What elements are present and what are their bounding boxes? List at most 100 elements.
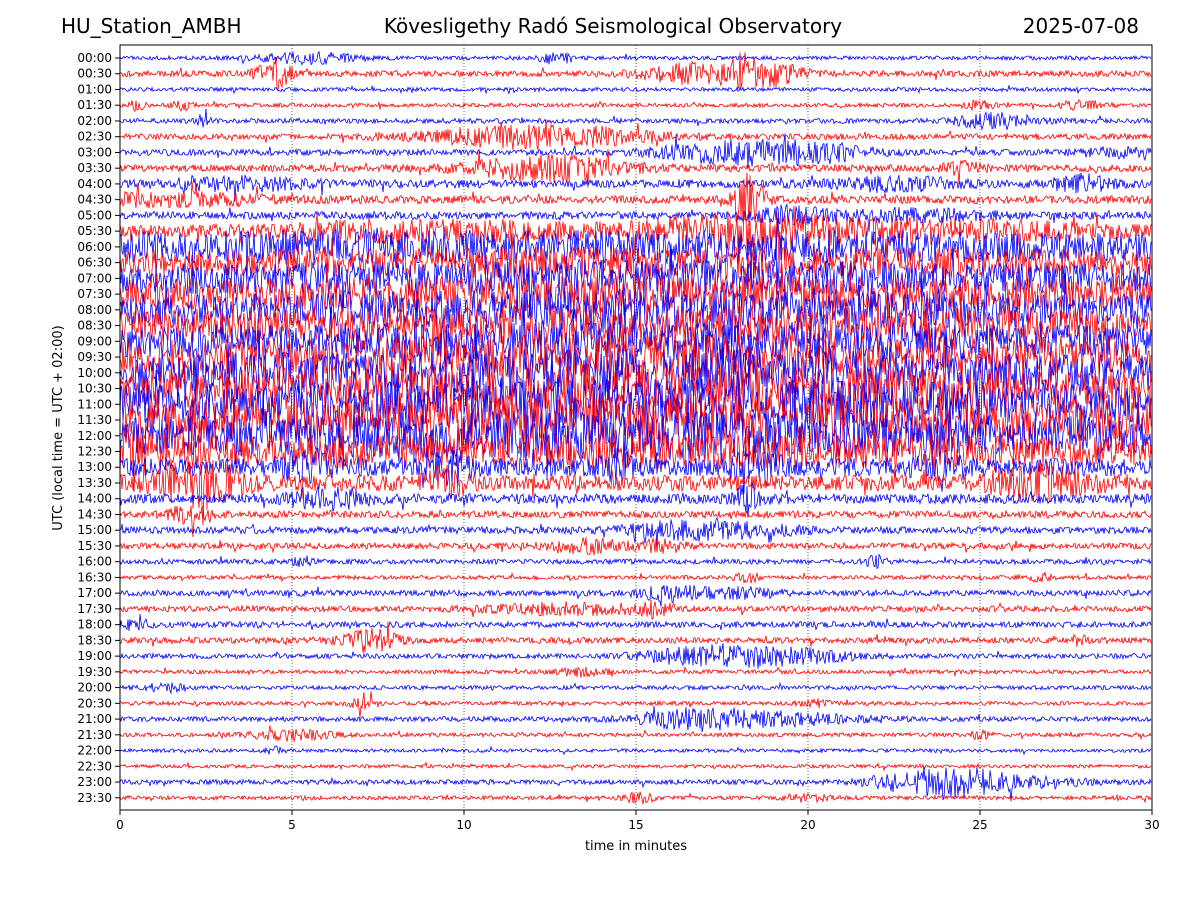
y-tick-label: 19:00 <box>77 649 112 663</box>
y-tick-label: 06:00 <box>77 240 112 254</box>
seismic-trace <box>120 766 1152 802</box>
y-tick-label: 05:00 <box>77 208 112 222</box>
seismic-trace <box>120 149 1152 188</box>
y-tick-label: 00:00 <box>77 51 112 65</box>
seismic-trace <box>120 571 1152 584</box>
seismic-trace <box>120 691 1152 718</box>
seismic-trace <box>120 613 1152 632</box>
seismic-trace <box>120 50 1152 66</box>
seismic-trace <box>120 553 1152 570</box>
seismic-trace <box>120 298 1152 372</box>
station-label: HU_Station_AMBH <box>61 14 242 38</box>
seismic-trace <box>120 745 1152 756</box>
seismic-trace <box>120 643 1152 669</box>
y-tick-label: 08:30 <box>77 319 112 333</box>
seismic-trace <box>120 133 1152 168</box>
y-tick-label: 02:00 <box>77 114 112 128</box>
y-tick-label: 19:30 <box>77 665 112 679</box>
seismic-trace <box>120 84 1152 95</box>
y-tick-label: 06:30 <box>77 256 112 270</box>
x-tick-label: 25 <box>972 818 987 832</box>
y-tick-label: 11:30 <box>77 413 112 427</box>
seismic-trace <box>120 761 1152 772</box>
y-tick-label: 16:30 <box>77 570 112 584</box>
x-tick-label: 5 <box>288 818 296 832</box>
seismic-trace <box>120 323 1152 420</box>
y-tick-label: 08:00 <box>77 303 112 317</box>
seismic-trace <box>120 505 1152 538</box>
y-tick-label: 18:30 <box>77 633 112 647</box>
y-tick-label: 21:30 <box>77 728 112 742</box>
x-tick-label: 20 <box>800 818 815 832</box>
seismic-trace <box>120 258 1152 338</box>
y-tick-label: 23:00 <box>77 775 112 789</box>
y-tick-label: 00:30 <box>77 67 112 81</box>
y-tick-label: 04:00 <box>77 177 112 191</box>
y-tick-label: 01:30 <box>77 98 112 112</box>
seismic-trace <box>120 172 1152 226</box>
y-tick-label: 07:00 <box>77 271 112 285</box>
seismic-trace <box>120 172 1152 202</box>
y-tick-label: 01:00 <box>77 82 112 96</box>
y-tick-label: 11:00 <box>77 397 112 411</box>
seismic-trace <box>120 203 1152 232</box>
y-tick-label: 09:00 <box>77 334 112 348</box>
traces <box>120 50 1152 805</box>
seismic-trace <box>120 52 1152 93</box>
y-tick-label: 03:00 <box>77 145 112 159</box>
x-axis-label: time in minutes <box>585 839 687 854</box>
x-axis: 0 5 10 15 20 25 30 <box>116 810 1160 832</box>
y-tick-label: 22:30 <box>77 759 112 773</box>
seismic-trace <box>120 791 1152 805</box>
x-tick-label: 10 <box>456 818 471 832</box>
y-tick-label: 09:30 <box>77 350 112 364</box>
y-tick-label: 12:00 <box>77 429 112 443</box>
y-tick-label: 12:30 <box>77 445 112 459</box>
y-tick-label: 22:00 <box>77 744 112 758</box>
chart-title: Kövesligethy Radó Seismological Observat… <box>383 14 843 38</box>
seismic-trace <box>120 666 1152 678</box>
x-tick-label: 30 <box>1144 818 1159 832</box>
seismic-trace <box>120 584 1152 607</box>
y-tick-label: 02:30 <box>77 130 112 144</box>
seismic-trace <box>120 705 1152 733</box>
y-tick-label: 10:30 <box>77 382 112 396</box>
seismic-trace <box>120 427 1152 494</box>
y-tick-label: 23:30 <box>77 791 112 805</box>
seismic-trace <box>120 537 1152 556</box>
y-tick-label: 18:00 <box>77 618 112 632</box>
seismic-trace <box>120 108 1152 131</box>
seismic-trace <box>120 725 1152 742</box>
y-tick-label: 03:30 <box>77 161 112 175</box>
seismic-trace <box>120 621 1152 653</box>
y-tick-label: 20:30 <box>77 696 112 710</box>
y-tick-label: 15:00 <box>77 523 112 537</box>
y-tick-label: 04:30 <box>77 193 112 207</box>
y-tick-label: 20:00 <box>77 681 112 695</box>
y-tick-label: 16:00 <box>77 555 112 569</box>
seismic-trace <box>120 517 1152 546</box>
y-tick-label: 10:00 <box>77 366 112 380</box>
seismic-trace <box>120 481 1152 516</box>
x-tick-label: 15 <box>628 818 643 832</box>
y-tick-label: 13:30 <box>77 476 112 490</box>
y-tick-label: 17:00 <box>77 586 112 600</box>
seismic-trace <box>120 456 1152 526</box>
x-tick-label: 0 <box>116 818 124 832</box>
date-label: 2025-07-08 <box>1022 14 1139 38</box>
seismic-trace <box>120 681 1152 695</box>
y-tick-label: 07:30 <box>77 287 112 301</box>
y-tick-label: 21:00 <box>77 712 112 726</box>
seismic-trace <box>120 99 1152 113</box>
y-axis-label: UTC (local time = UTC + 02:00) <box>51 325 66 530</box>
seismic-trace <box>120 383 1152 481</box>
y-tick-label: 14:00 <box>77 492 112 506</box>
y-tick-label: 05:30 <box>77 224 112 238</box>
y-tick-label: 13:00 <box>77 460 112 474</box>
y-tick-label: 14:30 <box>77 507 112 521</box>
seismic-trace <box>120 599 1152 620</box>
seismic-trace <box>120 119 1152 151</box>
y-tick-label: 17:30 <box>77 602 112 616</box>
